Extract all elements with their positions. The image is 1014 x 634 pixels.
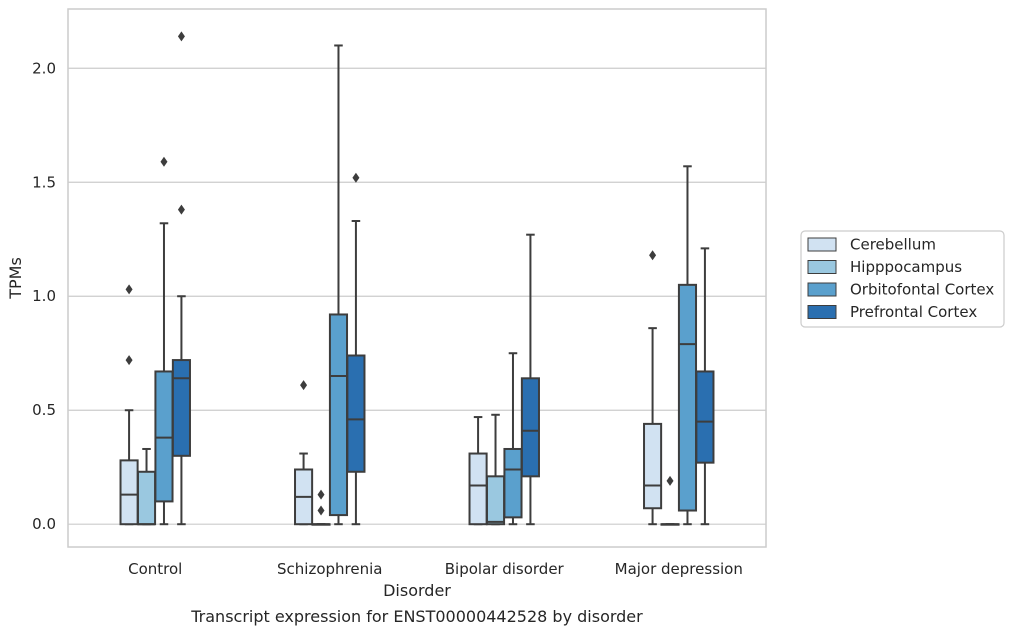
y-axis-ticks: 0.0 0.5 1.0 1.5 2.0 — [32, 59, 56, 533]
box-series — [119, 31, 715, 526]
box-schizophrenia — [328, 44, 349, 526]
box-iqr — [346, 354, 366, 473]
outlier-point — [125, 284, 133, 295]
box-iqr — [136, 470, 157, 526]
legend-box — [800, 230, 1005, 328]
box-control — [154, 156, 174, 526]
box-iqr — [695, 370, 715, 464]
box-iqr — [503, 447, 523, 519]
series-hipppocampus — [136, 413, 680, 526]
outlier-point — [352, 172, 360, 183]
x-axis-label: Disorder — [383, 581, 451, 600]
legend-item: Hipppocampus — [807, 258, 962, 276]
box-bipolar-disorder — [468, 416, 488, 526]
box-bipolar-disorder — [503, 352, 523, 526]
x-tick-label: Bipolar disorder — [445, 560, 565, 578]
box-major-depression — [677, 165, 698, 526]
legend-swatch — [807, 260, 837, 274]
outlier-point — [125, 355, 133, 366]
series-orbitofontal-cortex — [154, 44, 698, 526]
outlier-point — [300, 380, 308, 391]
x-tick-label: Schizophrenia — [277, 560, 382, 578]
y-tick-label: 0.0 — [32, 515, 56, 533]
box-schizophrenia — [294, 380, 314, 526]
legend-item: Orbitofontal Cortex — [807, 281, 994, 299]
box-iqr — [119, 459, 139, 526]
legend-item: Prefrontal Cortex — [807, 303, 977, 321]
box-major-depression — [695, 247, 715, 526]
figure-caption: Transcript expression for ENST0000044252… — [190, 607, 643, 626]
outlier-point — [649, 250, 657, 261]
legend-label: Prefrontal Cortex — [850, 303, 977, 321]
x-axis-ticks: Control Schizophrenia Bipolar disorder Majo… — [128, 560, 743, 578]
outlier-point — [317, 489, 325, 500]
legend-swatch — [807, 282, 837, 297]
box-control — [171, 31, 191, 526]
legend-label: Hipppocampus — [850, 258, 962, 276]
box-control — [119, 284, 139, 526]
legend-item: Cerebellum — [807, 236, 936, 254]
x-tick-label: Major depression — [615, 560, 743, 578]
box-iqr — [677, 283, 698, 512]
legend-swatch — [807, 305, 837, 319]
box-major-depression — [643, 250, 663, 526]
box-iqr — [520, 377, 540, 478]
outlier-point — [317, 505, 325, 516]
box-schizophrenia — [311, 489, 331, 526]
y-tick-label: 0.5 — [32, 401, 56, 419]
box-iqr — [154, 370, 174, 503]
legend: Cerebellum Hipppocampus Orbitofontal Corte… — [800, 230, 1005, 328]
outlier-point — [160, 156, 168, 167]
box-bipolar-disorder — [520, 233, 540, 526]
box-iqr — [468, 452, 488, 526]
y-tick-label: 2.0 — [32, 59, 56, 77]
box-major-depression — [660, 475, 680, 526]
y-tick-label: 1.0 — [32, 287, 56, 305]
outlier-point — [666, 475, 674, 486]
plot-frame — [67, 8, 767, 548]
box-schizophrenia — [346, 172, 366, 526]
box-bipolar-disorder — [485, 413, 506, 526]
series-prefrontal-cortex — [171, 31, 715, 526]
box-iqr — [643, 422, 663, 510]
box-control — [136, 447, 157, 526]
outlier-point — [177, 31, 185, 42]
series-cerebellum — [119, 250, 663, 526]
box-iqr — [171, 359, 191, 457]
legend-label: Orbitofontal Cortex — [850, 281, 994, 299]
outlier-point — [177, 204, 185, 215]
box-iqr — [328, 313, 349, 517]
legend-label: Cerebellum — [850, 236, 936, 254]
y-tick-label: 1.5 — [32, 173, 56, 191]
legend-swatch — [807, 237, 837, 252]
x-tick-label: Control — [128, 560, 182, 578]
box-iqr — [485, 475, 506, 526]
y-axis-label: TPMs — [6, 257, 25, 300]
